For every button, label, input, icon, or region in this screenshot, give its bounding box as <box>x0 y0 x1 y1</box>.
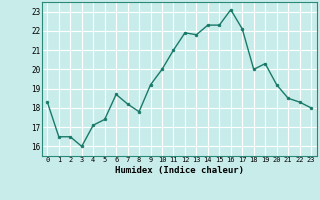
X-axis label: Humidex (Indice chaleur): Humidex (Indice chaleur) <box>115 166 244 175</box>
